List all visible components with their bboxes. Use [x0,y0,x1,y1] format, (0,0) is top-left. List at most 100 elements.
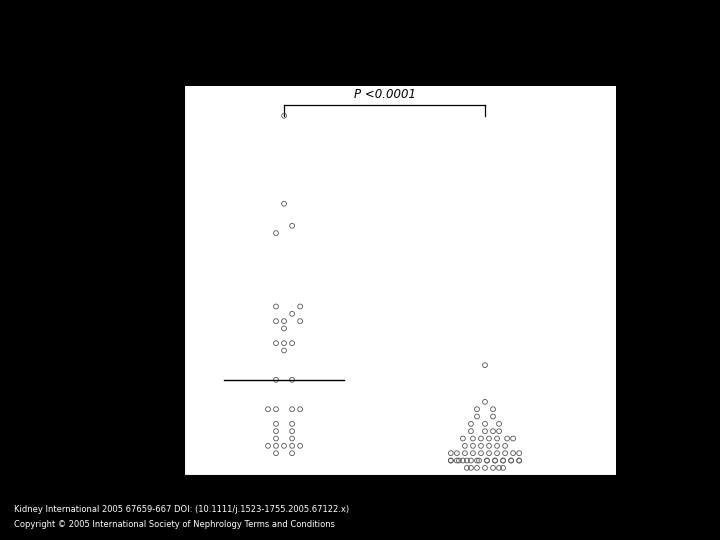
Point [445,449,456,457]
Point [270,375,282,384]
Point [457,434,469,443]
Point [461,456,472,465]
Text: Kidney International 2005 67659-667 DOI: (10.1111/j.1523-1755.2005.67122.x): Kidney International 2005 67659-667 DOI:… [14,505,349,514]
Point [498,463,509,472]
Point [457,456,469,465]
Point [270,442,282,450]
Point [481,456,492,465]
Point [493,420,505,428]
Point [451,449,463,457]
Point [279,317,290,326]
Point [500,449,511,457]
Point [465,420,477,428]
Point [513,456,525,465]
Point [500,442,511,450]
Point [294,442,306,450]
Point [287,449,298,457]
Point [287,221,298,230]
Point [487,463,499,472]
Point [467,449,479,457]
Point [480,361,491,369]
Point [471,412,482,421]
Point [475,434,487,443]
Point [279,324,290,333]
Point [294,317,306,326]
Point [508,434,519,443]
Point [480,463,491,472]
Point [467,442,479,450]
Point [287,405,298,414]
Point [459,449,471,457]
Point [294,302,306,311]
Point [270,229,282,238]
Point [487,412,499,421]
Point [481,456,492,465]
Point [445,456,456,465]
Point [487,405,499,414]
Point [465,427,477,435]
Point [493,463,505,472]
Point [294,405,306,414]
Point [483,442,495,450]
Point [279,199,290,208]
Point [270,317,282,326]
Point [508,449,519,457]
Point [473,456,485,465]
Text: Copyright © 2005 International Society of Nephrology Terms and Conditions: Copyright © 2005 International Society o… [14,521,336,529]
Point [279,111,290,120]
Text: Figure 1: Figure 1 [382,28,438,42]
Point [498,456,509,465]
Point [498,456,509,465]
Point [445,456,456,465]
Point [270,434,282,443]
Point [287,339,298,347]
Point [480,420,491,428]
Point [465,463,477,472]
Point [487,427,499,435]
Point [270,405,282,414]
Point [471,405,482,414]
Point [451,456,463,465]
Point [491,449,503,457]
Point [262,442,274,450]
Point [475,449,487,457]
Point [262,405,274,414]
Point [270,427,282,435]
Point [483,434,495,443]
Point [270,339,282,347]
Point [287,420,298,428]
Point [491,434,503,443]
Point [480,427,491,435]
Point [505,456,517,465]
Point [287,375,298,384]
Point [501,434,513,443]
Point [491,442,503,450]
Point [287,427,298,435]
Point [513,456,525,465]
Point [475,442,487,450]
Point [461,463,472,472]
Point [480,397,491,406]
Y-axis label: Time for antivenom, hours: Time for antivenom, hours [140,198,153,363]
Point [471,456,482,465]
Point [471,463,482,472]
Point [467,434,479,443]
Text: P <0.0001: P <0.0001 [354,88,415,101]
Point [483,449,495,457]
Point [287,442,298,450]
Point [270,449,282,457]
Point [270,420,282,428]
Point [505,456,517,465]
Point [279,339,290,347]
Point [490,456,501,465]
Point [459,442,471,450]
Point [270,302,282,311]
Point [287,434,298,443]
Point [279,346,290,355]
Point [513,449,525,457]
Point [453,456,464,465]
Point [465,456,477,465]
Point [490,456,501,465]
Point [493,427,505,435]
Point [287,309,298,318]
